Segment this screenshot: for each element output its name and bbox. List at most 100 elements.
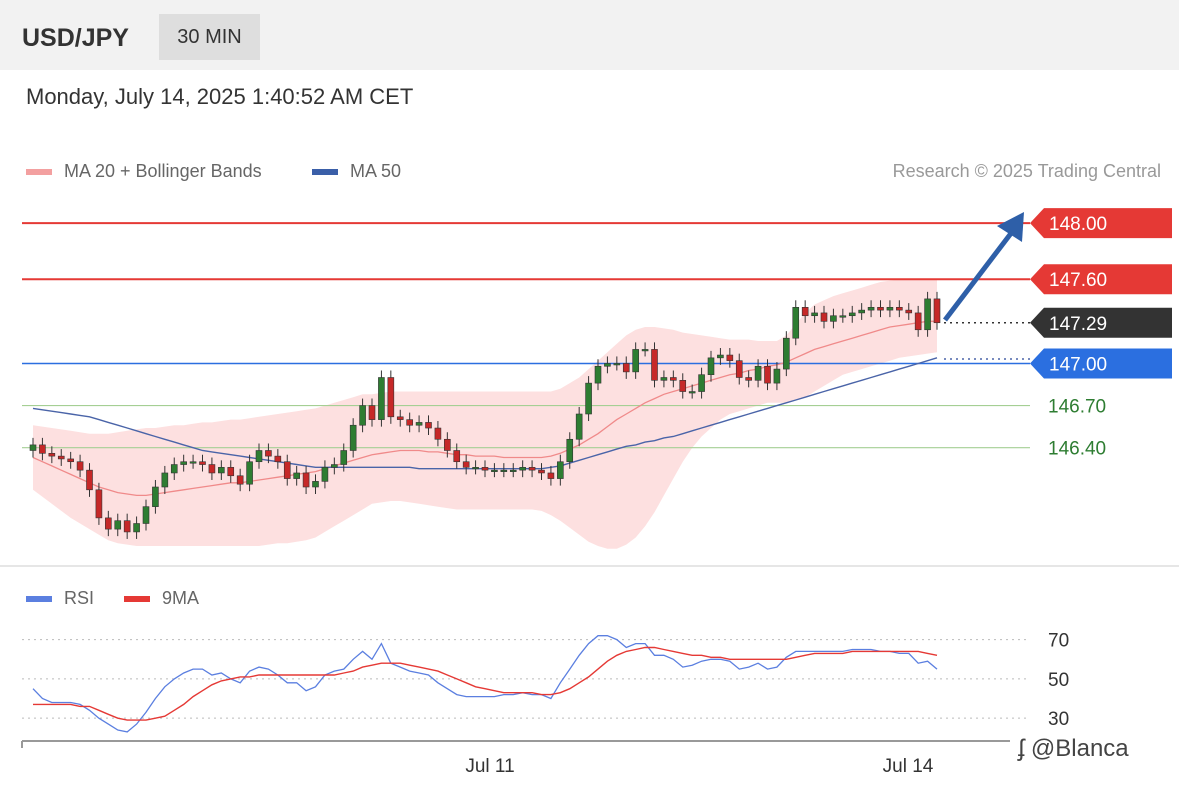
candle [773,362,781,391]
candle-body [783,337,790,370]
candle-body [105,517,112,530]
level-label-0: 148.00 [1049,214,1107,235]
candle-body [208,464,216,474]
candle-body [283,461,291,479]
candle-body [735,360,743,378]
candle [368,398,376,427]
candle-body [133,523,140,533]
candle [924,291,931,337]
candle [867,300,875,318]
candle-body [331,464,338,468]
candle [519,460,526,478]
chart-header: USD/JPY 30 MIN [0,0,1179,70]
candle-body [867,307,875,311]
candle-body [67,458,74,463]
forecast-arrow-head [997,212,1024,242]
candle [670,370,677,388]
candle-body [566,438,574,463]
chart-datetime: Monday, July 14, 2025 1:40:52 AM CET [26,84,414,109]
rsi-line [32,635,938,733]
candle [660,370,668,388]
candle [783,331,790,377]
legend-rsi-swatch [26,595,52,602]
x-tick-label-0: Jul 11 [465,756,514,777]
candle [585,376,592,422]
candle-body [472,467,479,470]
rsi-ma-line [33,646,938,721]
candle-body [886,307,894,311]
candle-body [152,486,159,507]
candle-body [199,461,206,465]
candle [274,449,282,469]
candle-body [622,363,630,373]
candle-body [801,307,809,317]
legend-ma50-swatch [312,168,338,175]
candle [236,468,244,492]
candle-body [557,461,564,479]
candle [321,460,329,489]
legend-rsi-ma-swatch [124,595,150,602]
candle [726,348,734,368]
candle-body [924,298,931,331]
candle-body [425,422,432,429]
candle-body [481,467,489,471]
candle [170,457,178,480]
candle [142,499,150,531]
instrument-title: USD/JPY [22,24,129,52]
candle-body [500,469,508,472]
legend-rsi: RSI [26,588,94,609]
candle-body [651,349,658,381]
candle [491,463,498,478]
candle-body [594,365,602,384]
candle [349,418,357,458]
candle-body [519,467,526,471]
rsi-tick-label-2: 30 [1048,709,1069,730]
candle [905,303,913,320]
candle-body [905,309,913,314]
candle-body [632,349,639,373]
candle-body [858,309,865,314]
candle-body [415,422,423,426]
candle [57,449,65,466]
candle-body [161,472,169,488]
candle-body [575,413,583,440]
candle [754,359,762,388]
candle [839,308,847,323]
candle [76,454,84,478]
candle [528,460,536,478]
level-label-3: 147.00 [1049,354,1107,375]
candle-body [142,506,150,524]
candle-body [726,354,734,361]
candle-body [340,450,348,465]
candle-body [48,453,56,457]
candle-body [321,467,329,482]
legend-ma20-label: MA 20 + Bollinger Bands [64,161,262,181]
candle [830,308,837,329]
candle-body [170,464,178,474]
candle-body [877,307,884,311]
candle-body [688,391,696,394]
legend-rsi-ma: 9MA [124,588,199,609]
candle-body [462,461,470,468]
candle [848,305,856,323]
candle [39,437,46,461]
timeframe-button[interactable]: 30 MIN [159,14,260,60]
candle-body [613,363,621,366]
candle [858,303,865,320]
candle-body [444,438,451,451]
candle [896,300,903,318]
legend-ma20-swatch [26,168,52,175]
candle [622,356,630,379]
candle [152,479,159,514]
candle [161,465,169,495]
candle [434,421,442,447]
candle-body [453,450,461,463]
candle [613,356,621,371]
candle [679,373,687,399]
candle-body [29,444,37,451]
candle [218,460,225,480]
candle [246,454,253,492]
candle-body [839,315,847,318]
candle [547,465,555,486]
candle-body [434,427,442,440]
